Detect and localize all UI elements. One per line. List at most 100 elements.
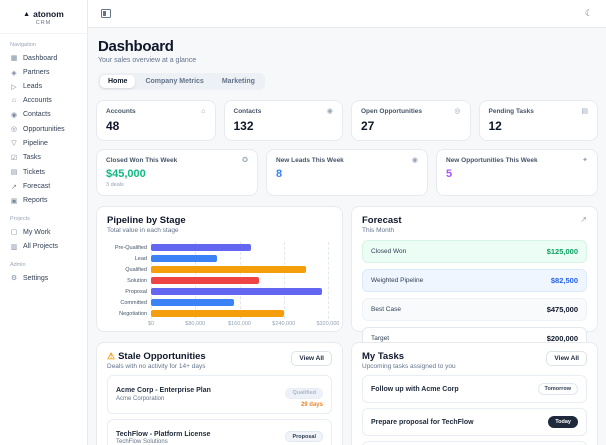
task-item-prepare-proposal-techflow[interactable]: Prepare proposal for TechFlow Today: [362, 408, 587, 436]
contacts-icon: ◉: [10, 111, 18, 119]
stale-title: Stale Opportunities: [118, 351, 206, 362]
sidebar-item-label: Pipeline: [23, 139, 48, 147]
sidebar-item-settings[interactable]: ⚙ Settings: [0, 271, 87, 285]
chart-bar-track: [151, 297, 328, 308]
sidebar-item-contacts[interactable]: ◉ Contacts: [0, 108, 87, 122]
sidebar-item-label: Tickets: [23, 168, 45, 176]
forecast-row-weighted-pipeline: Weighted Pipeline $82,500: [362, 269, 587, 292]
sidebar-item-accounts[interactable]: ⌂ Accounts: [0, 94, 87, 107]
chart-title: Pipeline by Stage: [107, 215, 186, 226]
task-item-follow-up-acme[interactable]: Follow up with Acme Corp Tomorrow: [362, 375, 587, 403]
weekly-value: 8: [276, 168, 283, 180]
forecast-value: $82,500: [550, 276, 578, 285]
opportunity-company: TechFlow Solutions: [116, 439, 168, 445]
reports-icon: ▣: [10, 197, 18, 205]
users-icon: ◉: [326, 108, 333, 115]
chart-category-label: Committed: [120, 299, 147, 306]
weekly-value: 5: [446, 168, 453, 180]
pipeline-by-stage-panel: Pipeline by Stage Total value in each st…: [96, 206, 343, 332]
weekly-note: [446, 182, 588, 188]
page-title: Dashboard: [98, 38, 174, 55]
forecast-panel: Forecast This Month ↗ Closed Won $125,00…: [351, 206, 598, 350]
topbar: ☾: [88, 0, 606, 28]
stale-subtitle: Deals with no activity for 14+ days: [107, 363, 206, 370]
sidebar-item-label: Partners: [23, 69, 50, 77]
logo-caption: CRM: [35, 20, 52, 26]
sidebar-item-dashboard[interactable]: ▦ Dashboard: [0, 51, 87, 65]
charts-row: Pipeline by Stage Total value in each st…: [96, 206, 598, 350]
forecast-icon: ↗: [11, 183, 17, 191]
settings-icon: ⚙: [10, 275, 18, 283]
due-badge: Tomorrow: [537, 383, 578, 395]
weekly-value: $45,000: [106, 168, 146, 180]
chart-row: Solution: [107, 275, 332, 286]
tab-home[interactable]: Home: [100, 75, 136, 88]
forecast-label: Closed Won: [371, 248, 407, 255]
sidebar-item-tasks[interactable]: ☑ Tasks: [0, 151, 87, 165]
weekly-card-new-opportunities: New Opportunities This Week ✦ 5: [436, 149, 598, 196]
chart-row: Negotiation: [107, 308, 332, 319]
sidebar-item-label: All Projects: [23, 243, 59, 251]
forecast-value: $125,000: [546, 247, 578, 256]
dashboard-icon: ▦: [10, 55, 18, 63]
tasks-title: My Tasks: [362, 351, 405, 362]
gridline: [328, 242, 329, 319]
logo-name: atonom: [33, 9, 64, 19]
sidebar-item-label: My Work: [23, 228, 51, 236]
weekly-card-closed-won: Closed Won This Week ✪ $45,000 3 deals: [96, 149, 258, 196]
weekly-label: New Opportunities This Week: [446, 157, 538, 164]
theme-toggle-moon-icon[interactable]: ☾: [584, 8, 593, 18]
chart-bar-track: [151, 242, 328, 253]
stage-badge: Qualified: [285, 387, 323, 399]
sidebar-item-leads[interactable]: ▷ Leads: [0, 80, 87, 94]
sidebar-item-my-work[interactable]: ▢ My Work: [0, 225, 87, 239]
accounts-icon: ⌂: [11, 97, 17, 105]
stale-item-acme[interactable]: Acme Corp - Enterprise Plan Acme Corporat…: [107, 375, 332, 414]
task-item-schedule-demo-horizon[interactable]: Schedule demo with Horizon Labs Feb 25: [362, 441, 587, 445]
pipeline-bar-qualified: [151, 265, 306, 274]
logo: ▲ atonom CRM: [0, 7, 87, 34]
pipeline-bar-negotiation: [151, 309, 284, 318]
logo-icon: ▲: [23, 10, 31, 18]
sidebar-item-forecast[interactable]: ↗ Forecast: [0, 179, 87, 193]
pipeline-bar-proposal: [151, 287, 323, 296]
weekly-label: New Leads This Week: [276, 157, 344, 164]
stale-item-techflow[interactable]: TechFlow - Platform License TechFlow Solu…: [107, 418, 332, 445]
task-title: Follow up with Acme Corp: [371, 385, 459, 393]
sidebar-item-all-projects[interactable]: ▥ All Projects: [0, 240, 87, 254]
kpi-card-contacts: Contacts ◉ 132: [223, 100, 343, 141]
chart-category-label: Proposal: [125, 288, 147, 295]
tasks-view-all-button[interactable]: View All: [546, 351, 587, 366]
weekly-note: [276, 182, 418, 188]
kpi-value: 27: [361, 119, 375, 133]
stale-view-all-button[interactable]: View All: [291, 351, 332, 366]
sidebar-item-reports[interactable]: ▣ Reports: [0, 194, 87, 208]
clipboard-list-icon: ▤: [581, 108, 588, 115]
sidebar-item-opportunities[interactable]: ◎ Opportunities: [0, 122, 87, 136]
weekly-row: Closed Won This Week ✪ $45,000 3 deals Ne…: [96, 149, 598, 196]
sidebar-item-pipeline[interactable]: ▽ Pipeline: [0, 136, 87, 150]
sidebar-toggle-icon[interactable]: [101, 9, 111, 18]
stale-days: 29 days: [300, 401, 323, 408]
pipeline-bar-committed: [151, 298, 234, 307]
lists-row: ⚠ Stale Opportunities Deals with no activ…: [96, 342, 598, 445]
chart-row: Committed: [107, 297, 332, 308]
warning-icon: ⚠: [107, 351, 116, 361]
tab-marketing[interactable]: Marketing: [221, 78, 255, 85]
weekly-note: 3 deals: [106, 182, 124, 188]
dashboard-tabs: Home Company Metrics Marketing: [98, 73, 265, 90]
kpi-value: 12: [488, 119, 502, 133]
opportunities-icon: ◎: [10, 126, 18, 134]
sidebar-item-tickets[interactable]: ▤ Tickets: [0, 165, 87, 179]
sidebar-item-label: Forecast: [23, 183, 51, 191]
opportunity-title: TechFlow - Platform License: [116, 430, 211, 438]
chart-bar-track: [151, 286, 328, 297]
tab-company-metrics[interactable]: Company Metrics: [145, 78, 204, 85]
sidebar-item-partners[interactable]: ◈ Partners: [0, 65, 87, 79]
x-axis-tick: $240,000: [272, 321, 296, 327]
tickets-icon: ▤: [10, 169, 18, 177]
page-subtitle: Your sales overview at a glance: [98, 57, 197, 64]
chart-bar-track: [151, 264, 328, 275]
x-axis-tick: $160,000: [228, 321, 251, 327]
kpi-card-accounts: Accounts ⌂ 48: [96, 100, 216, 141]
